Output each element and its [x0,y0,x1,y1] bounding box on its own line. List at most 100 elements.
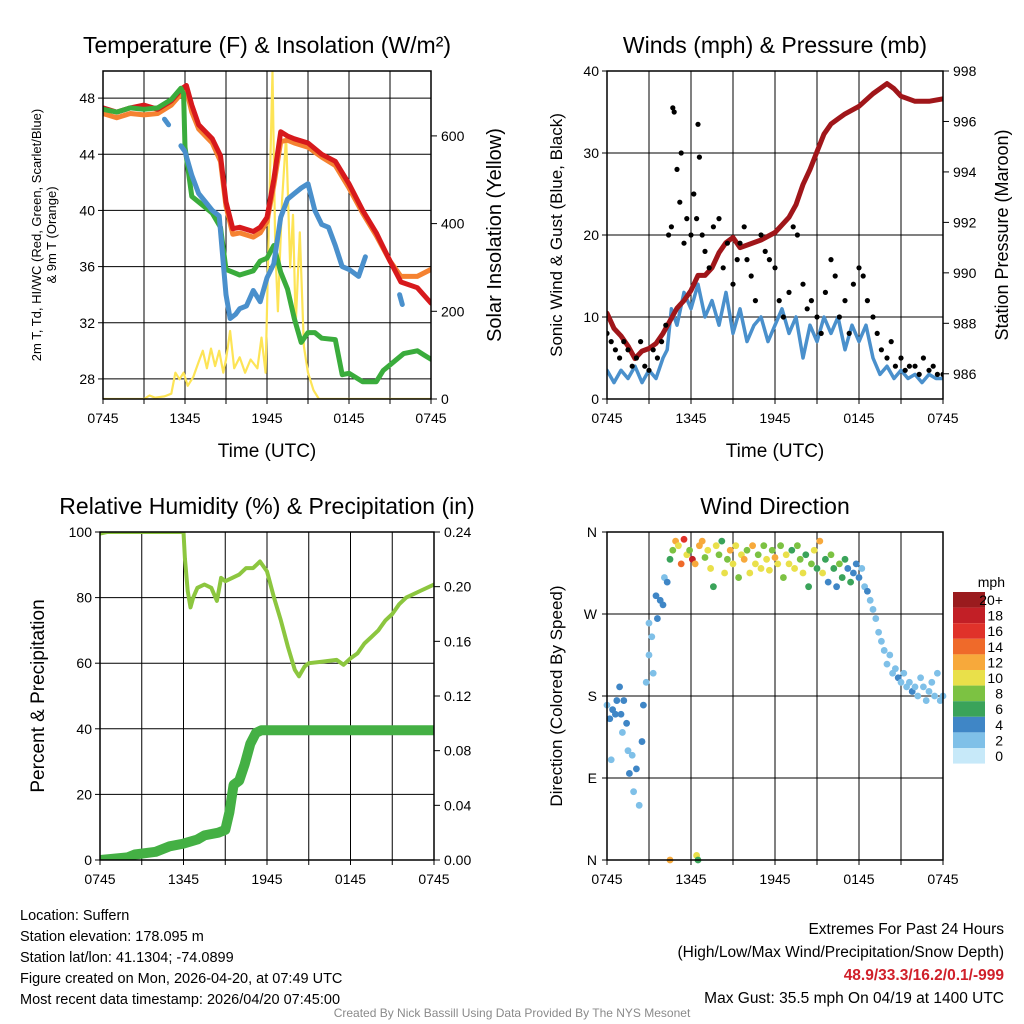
y2-axis-label: Solar Insolation (Yellow) [484,128,506,342]
x-tick-label: 1345 [168,871,199,887]
gust-point [898,355,904,361]
gust-point [780,314,787,320]
y-axis-label: Sonic Wind & Gust (Blue, Black) [547,113,566,357]
direction-point [883,660,891,668]
gust-point [916,371,922,377]
direction-point [878,637,885,645]
gust-point [668,224,675,230]
gust-point [874,330,880,336]
direction-point [855,574,863,581]
x-tick-label: 0745 [591,871,622,887]
direction-point [749,542,756,550]
legend-label: 6 [995,701,1003,717]
direction-point [752,560,759,568]
direction-point [914,692,922,700]
direction-point [869,606,877,613]
direction-point [866,596,874,604]
direction-point [810,546,818,554]
gust-point [663,322,669,328]
y2-tick-label: 986 [953,366,977,382]
series-relative-humidity [100,532,434,679]
legend-swatch [953,607,985,624]
gust-point [748,273,754,279]
legend-title: mph [978,574,1005,590]
gust-point [720,265,726,271]
direction-point [707,565,714,572]
direction-point [850,569,857,577]
direction-point [841,555,849,563]
direction-point [626,770,633,777]
direction-point [805,583,812,591]
legend-swatch [953,592,985,608]
direction-point [785,560,793,568]
direction-point [900,669,908,677]
gust-point [836,314,843,320]
direction-point [735,574,742,581]
direction-point [606,715,614,723]
x-tick-label: 1345 [675,410,706,426]
gust-point [822,289,829,295]
x-axis-label: Time (UTC) [726,441,825,462]
x-tick-label: 1945 [251,410,282,426]
y2-tick-label: 0.00 [444,852,471,868]
gust-point [930,363,936,369]
direction-point [897,678,905,686]
gust-point [766,257,773,263]
legend-swatch [953,670,985,686]
x-tick-label: 1345 [675,871,706,887]
direction-point [712,542,720,550]
y-tick-label: 20 [583,227,599,243]
y2-tick-label: 998 [953,63,977,79]
direction-point [920,683,927,691]
direction-point [624,747,632,755]
location-text: Location: Suffern [20,908,130,924]
legend-label: 0 [995,748,1003,764]
direction-point [628,751,636,759]
direction-point [788,546,796,554]
gust-point [758,232,764,238]
direction-point [746,569,754,577]
y2-axis-label: Station Pressure (Maroon) [992,129,1012,340]
gust-point [762,248,768,254]
gust-point [734,257,740,263]
plot-frame [606,531,944,861]
y-tick-label: E [588,770,597,786]
direction-point [796,555,804,563]
plot-frame [606,70,944,400]
legend-swatch [953,732,985,748]
y-tick-label: N [587,852,597,868]
direction-point [645,619,653,627]
direction-point [833,583,840,591]
direction-point [612,710,619,718]
y-axis-label: Percent & Precipitation [28,599,49,792]
gust-point [678,150,684,156]
gust-point [737,240,743,246]
extremes-values: 48.9/33.3/16.2/0.1/-999 [843,967,1004,984]
latlon-text: Station lat/lon: 41.1304; -74.0899 [20,950,234,966]
series-station-pressure [607,81,943,362]
direction-point [880,647,888,654]
y-tick-label: 100 [69,524,93,540]
direction-point [777,542,784,550]
direction-point [715,551,723,559]
gust-point [638,339,644,345]
y-tick-label: N [587,524,597,540]
direction-point [768,546,776,554]
direction-point [638,738,646,745]
extremes-info: Extremes For Past 24 Hours (High/Low/Max… [678,918,1005,1010]
y-tick-label: 0 [591,391,599,407]
gust-point [772,265,778,271]
direction-point [635,801,643,809]
y2-tick-label: 400 [441,216,465,232]
gust-point [790,224,796,230]
direction-point [645,651,653,659]
y2-tick-label: 0.04 [444,797,471,813]
x-axis-label: Time (UTC) [218,441,317,462]
direction-point [852,560,860,568]
gust-point [892,363,899,369]
direction-point [824,578,832,586]
y-tick-label: 44 [79,146,95,162]
direction-point [652,592,660,600]
x-tick-label: 0745 [591,410,622,426]
